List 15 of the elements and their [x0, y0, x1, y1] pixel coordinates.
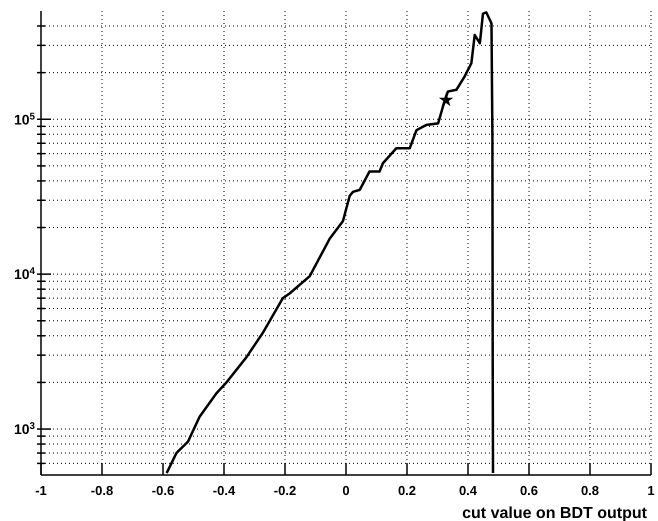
y-tick-label: 10$^{3}$ — [14, 420, 36, 438]
x-axis-title: cut value on BDT output — [462, 505, 648, 521]
x-tick-label: -0.8 — [90, 483, 114, 498]
x-tick-label: 0.8 — [580, 483, 600, 498]
x-tick-label: -0.6 — [152, 483, 174, 498]
x-tick-label: 0.4 — [458, 483, 478, 498]
x-tick-label: 0.6 — [520, 483, 538, 498]
x-tick-label: -0.4 — [212, 483, 236, 498]
y-tick-label: 10$^{4}$ — [14, 266, 36, 282]
y-tick-label: 10$^{5}$ — [14, 110, 36, 128]
x-tick-label: 0.2 — [398, 483, 416, 498]
x-tick-label: -1 — [35, 483, 47, 498]
x-tick-label: 1 — [647, 483, 655, 498]
x-tick-label: 0 — [342, 483, 350, 498]
x-tick-label: -0.2 — [274, 483, 296, 498]
